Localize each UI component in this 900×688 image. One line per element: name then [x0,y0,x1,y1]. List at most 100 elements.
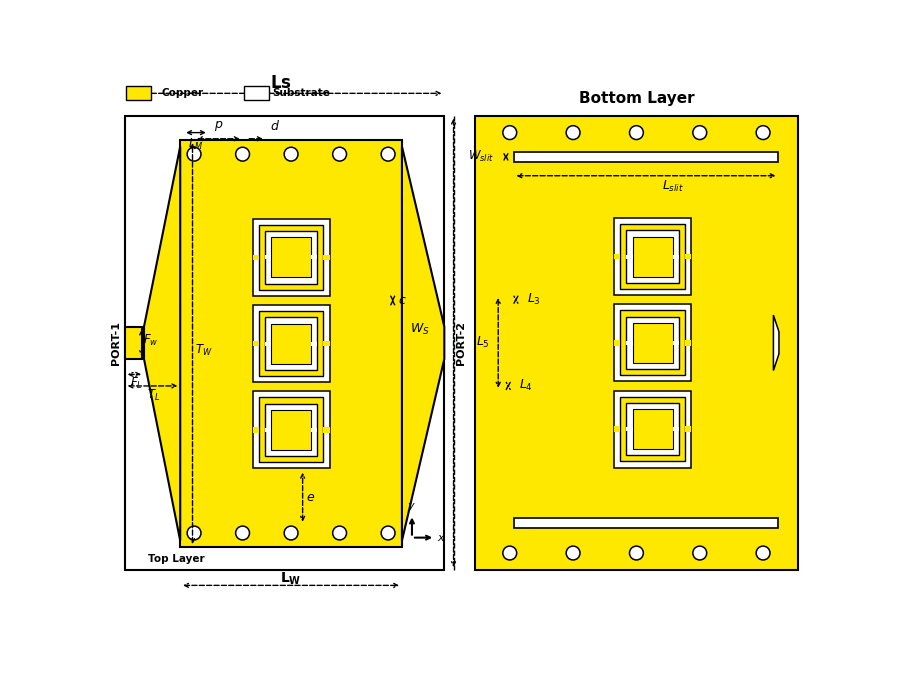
Bar [265,317,318,369]
Bar [685,340,691,345]
Text: $T_L$: $T_L$ [147,387,160,402]
Bar [672,427,679,431]
Text: $W_{slit}$: $W_{slit}$ [468,149,494,164]
Bar [311,428,318,432]
Circle shape [236,147,249,161]
Bar [323,341,329,346]
Text: $L_4$: $L_4$ [519,378,533,394]
Bar [614,254,620,259]
Circle shape [566,126,580,140]
Circle shape [382,526,395,540]
Bar [626,316,679,369]
Text: $x$: $x$ [436,533,446,543]
Text: $F_L$: $F_L$ [130,376,143,391]
Bar [614,218,691,295]
Bar [620,224,685,289]
Bar [311,255,318,259]
Bar [614,304,691,381]
Text: Copper: Copper [162,88,203,98]
Text: $\mathbf{L_W}$: $\mathbf{L_W}$ [281,571,302,588]
Bar [614,340,620,345]
Circle shape [756,546,770,560]
Text: $W_S$: $W_S$ [410,321,429,336]
Bar [626,427,633,431]
Circle shape [503,546,517,560]
Bar [672,255,679,259]
Text: Bottom Layer: Bottom Layer [579,92,694,106]
Circle shape [503,126,517,140]
Bar [271,237,311,277]
Polygon shape [773,315,779,371]
Bar [126,87,151,100]
Circle shape [187,147,201,161]
Bar [323,255,329,260]
Bar [258,311,323,376]
Text: $p$: $p$ [213,120,223,133]
Bar [685,427,691,432]
Text: $F_w$: $F_w$ [143,333,158,348]
Bar [626,403,679,455]
Circle shape [756,126,770,140]
Bar [265,428,271,432]
Circle shape [284,526,298,540]
Text: $y$: $y$ [408,501,417,513]
Bar [514,517,778,528]
Bar [265,255,271,259]
Bar [614,391,691,468]
Polygon shape [402,147,445,541]
Circle shape [236,526,249,540]
Bar [265,231,318,283]
Bar [672,341,679,345]
Bar [125,327,141,359]
Bar [614,427,620,432]
Circle shape [566,546,580,560]
Text: Substrate: Substrate [273,88,330,98]
Text: $d$: $d$ [270,120,280,133]
Text: $c$: $c$ [398,294,406,307]
Text: PORT-1: PORT-1 [112,321,122,365]
Circle shape [187,526,201,540]
Text: Top Layer: Top Layer [148,555,204,564]
Circle shape [382,147,395,161]
Circle shape [693,126,706,140]
Bar [253,391,329,469]
Bar [633,409,672,449]
Text: PORT-2: PORT-2 [456,321,466,365]
Bar [265,404,318,456]
Bar [475,116,797,570]
Circle shape [693,546,706,560]
Bar [626,230,679,283]
Text: $\mathbf{Ls}$: $\mathbf{Ls}$ [270,74,292,92]
Bar [244,87,269,100]
Bar [253,427,258,433]
Polygon shape [144,147,180,541]
Bar [265,342,271,345]
Text: $L_3$: $L_3$ [526,292,541,308]
Bar [633,323,672,363]
Bar [258,225,323,290]
Bar [685,254,691,259]
Bar [626,341,633,345]
Text: $L_{slit}$: $L_{slit}$ [662,179,684,194]
Text: $T_W$: $T_W$ [194,343,212,358]
Bar [271,323,311,364]
Circle shape [629,546,643,560]
Circle shape [629,126,643,140]
Bar [180,140,402,547]
Bar [253,341,258,346]
Text: $L_5$: $L_5$ [476,335,490,350]
Bar [514,152,778,162]
Bar [633,237,672,277]
Bar [626,255,633,259]
Bar [323,427,329,433]
Text: $L_M$: $L_M$ [188,138,203,153]
Bar [620,397,685,462]
Text: $e$: $e$ [306,491,315,504]
Bar [311,342,318,345]
Bar [253,219,329,296]
Bar [253,305,329,382]
Bar [271,410,311,450]
Bar [620,310,685,375]
Bar [125,116,445,570]
Circle shape [333,147,346,161]
